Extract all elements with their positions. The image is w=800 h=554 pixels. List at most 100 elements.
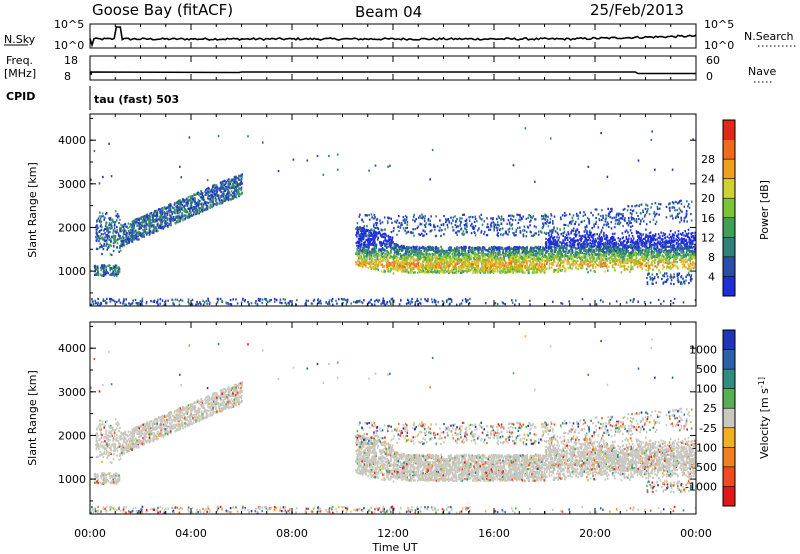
pow-echo-cell	[99, 225, 102, 228]
pow-echo-cell	[615, 242, 618, 245]
pow-echo-cell	[647, 259, 650, 262]
pow-echo-cell	[636, 263, 639, 266]
pow-echo-cell	[226, 197, 228, 200]
pow-echo-cell	[105, 212, 108, 215]
pow-echo-cell	[517, 246, 520, 249]
pow-echo-cell	[97, 301, 99, 304]
pow-echo-cell	[232, 182, 235, 185]
pow-echo-cell	[273, 300, 276, 303]
pow-echo-cell	[673, 297, 676, 300]
pow-echo-cell	[217, 187, 220, 190]
pow-echo-cell	[343, 298, 346, 301]
pow-echo-cell	[662, 300, 665, 303]
pow-echo-cell	[181, 204, 184, 207]
pow-echo-cell	[693, 239, 695, 242]
pow-echo-cell	[139, 226, 141, 229]
pow-echo-cell	[156, 214, 158, 217]
pow-echo-cell	[158, 208, 160, 211]
pow-echo-cell	[459, 257, 461, 261]
pow-echo-cell	[103, 229, 105, 232]
pow-echo-cell	[227, 183, 230, 186]
pow-echo-cell	[622, 242, 625, 245]
pow-echo-cell	[179, 298, 182, 301]
pow-echo-cell	[544, 270, 546, 273]
pow-echo-cell	[198, 210, 200, 214]
pow-echo-cell	[649, 301, 652, 304]
pow-echo-cell	[562, 234, 564, 237]
pow-echo-cell	[232, 195, 234, 198]
pow-echo-cell	[405, 302, 408, 305]
pow-echo-cell	[623, 246, 626, 249]
pow-echo-cell	[668, 233, 671, 236]
pow-echo-cell	[149, 221, 152, 225]
pow-echo-cell	[139, 227, 141, 230]
pow-echo-cell	[518, 247, 520, 251]
pow-echo-cell	[496, 256, 499, 259]
pow-echo-cell	[140, 234, 142, 238]
pow-echo-cell	[682, 238, 684, 241]
pow-echo-cell	[102, 215, 104, 218]
pow-echo-cell	[523, 251, 526, 254]
pow-echo-cell	[114, 235, 117, 238]
pow-echo-cell	[419, 262, 422, 265]
pow-echo-cell	[652, 236, 655, 239]
pow-echo-cell	[676, 245, 679, 248]
pow-echo-cell	[561, 243, 563, 246]
pow-echo-cell	[548, 265, 551, 268]
pow-echo-cell	[107, 243, 110, 246]
pow-echo-cell	[374, 244, 377, 247]
pow-echo-cell	[468, 261, 471, 264]
pow-echo-cell	[97, 236, 100, 239]
pow-echo-cell	[424, 256, 427, 260]
pow-echo-cell	[142, 228, 144, 232]
pow-echo-cell	[400, 257, 403, 261]
pow-echo-cell	[473, 263, 475, 266]
pow-echo-cell	[152, 300, 155, 303]
pow-echo-cell	[145, 232, 147, 235]
pow-echo-cell	[141, 219, 144, 222]
pow-echo-cell	[424, 253, 427, 256]
pow-echo-cell	[565, 254, 568, 257]
pow-echo-cell	[567, 238, 569, 241]
power-heatmap-data	[90, 127, 696, 306]
pow-echo-cell	[580, 256, 582, 259]
pow-echo-cell	[390, 243, 393, 247]
pow-echo-cell	[159, 217, 161, 220]
pow-echo-cell	[154, 226, 157, 229]
pow-echo-cell	[219, 181, 222, 184]
pow-echo-cell	[498, 257, 501, 260]
pow-echo-cell	[94, 299, 97, 302]
pow-echo-cell	[107, 246, 110, 249]
date-title: 25/Feb/2013	[590, 1, 684, 19]
pow-echo-cell	[150, 222, 153, 225]
pow-echo-cell	[186, 204, 189, 207]
pow-echo-cell	[156, 212, 159, 215]
pow-echo-cell	[212, 191, 214, 194]
pow-echo-cell	[239, 181, 242, 184]
pow-echo-cell	[147, 222, 150, 225]
pow-echo-cell	[492, 255, 495, 258]
pow-echo-cell	[374, 236, 376, 239]
pow-echo-cell	[179, 210, 182, 213]
pow-echo-cell	[231, 186, 233, 189]
pow-echo-cell	[158, 215, 161, 218]
pow-echo-cell	[515, 299, 517, 302]
pow-echo-cell	[140, 300, 142, 303]
pow-echo-cell	[356, 251, 359, 254]
pow-echo-cell	[109, 253, 112, 256]
pow-echo-cell	[112, 249, 115, 253]
pow-echo-cell	[122, 243, 124, 246]
pow-echo-cell	[526, 257, 528, 260]
pow-echo-cell	[161, 299, 164, 302]
pow-echo-cell	[156, 219, 158, 222]
pow-echo-cell	[141, 234, 144, 237]
pow-echo-cell	[241, 182, 243, 185]
pow-echo-cell	[99, 246, 102, 249]
pow-echo-cell	[112, 229, 115, 232]
pow-echo-cell	[230, 180, 232, 183]
pow-echo-cell	[215, 193, 217, 196]
pow-echo-cell	[180, 216, 182, 219]
pow-echo-cell	[131, 226, 133, 229]
pow-echo-cell	[577, 245, 580, 248]
pow-echo-cell	[436, 271, 439, 274]
